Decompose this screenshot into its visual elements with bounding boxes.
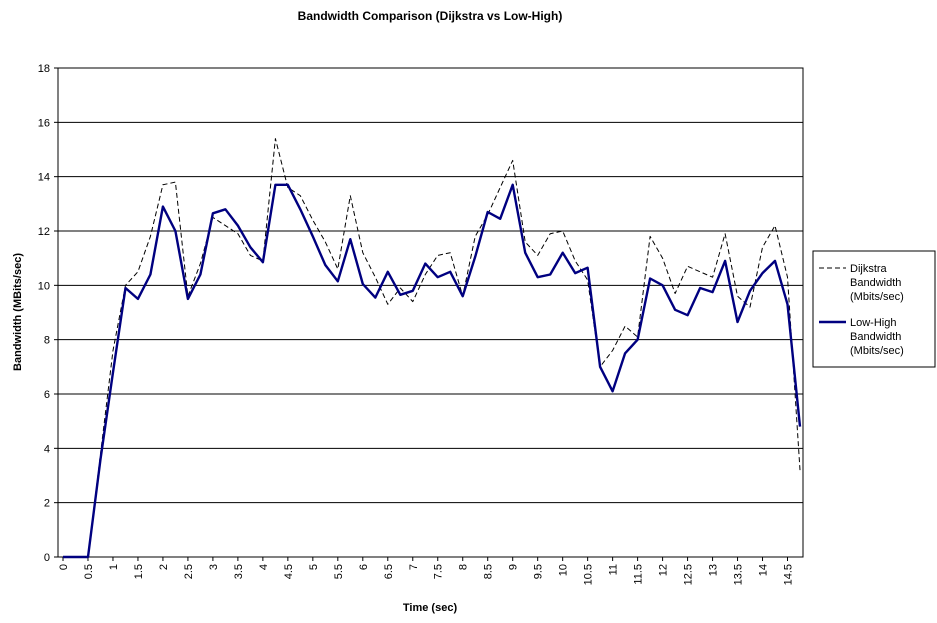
x-tick-label: 12 <box>658 564 670 576</box>
legend-box <box>812 250 936 368</box>
plot-area <box>57 67 804 558</box>
x-tick-label: 11.5 <box>633 564 645 585</box>
x-tick-label: 13 <box>708 564 720 576</box>
x-axis-ticks: 0 0.5 1 1.5 2 2.5 3 3.5 4 4.5 5 5.5 6 6.5 7 7.5 8 8.5 9 9.5… <box>58 557 795 585</box>
x-tick-label: 14.5 <box>783 564 795 585</box>
x-tick-label: 7.5 <box>433 564 445 579</box>
y-tick-label: 10 <box>38 280 50 292</box>
y-axis-title: Bandwidth (MBits/sec) <box>12 253 24 371</box>
y-tick-label: 16 <box>38 117 50 129</box>
y-tick-label: 6 <box>44 389 50 401</box>
chart-title: Bandwidth Comparison (Dijkstra vs Low-Hi… <box>298 9 563 23</box>
x-tick-label: 7 <box>408 564 420 570</box>
x-tick-label: 0.5 <box>83 564 95 579</box>
x-tick-label: 13.5 <box>733 564 745 585</box>
x-tick-label: 12.5 <box>683 564 695 585</box>
y-tick-label: 14 <box>38 172 50 184</box>
x-tick-label: 5 <box>308 564 320 570</box>
x-tick-label: 0 <box>58 564 70 570</box>
y-tick-label: 2 <box>44 498 50 510</box>
x-tick-label: 6 <box>358 564 370 570</box>
x-tick-label: 6.5 <box>383 564 395 579</box>
x-tick-label: 3 <box>208 564 220 570</box>
x-tick-label: 2 <box>158 564 170 570</box>
y-axis-ticks: 0 2 4 6 8 10 12 14 16 18 <box>38 63 58 564</box>
x-tick-label: 10.5 <box>583 564 595 585</box>
legend-label: Dijkstra <box>850 263 888 275</box>
x-tick-label: 3.5 <box>233 564 245 579</box>
series-layer <box>63 138 802 559</box>
legend-label: Bandwidth <box>850 277 901 289</box>
legend-label: Bandwidth <box>850 331 901 343</box>
legend-label: Low-High <box>850 317 896 329</box>
x-tick-label: 4.5 <box>283 564 295 579</box>
x-axis-title: Time (sec) <box>403 602 458 614</box>
x-tick-label: 5.5 <box>333 564 345 579</box>
y-tick-label: 12 <box>38 226 50 238</box>
legend: Dijkstra Bandwidth (Mbits/sec) Low-High Band… <box>812 250 936 368</box>
low-high-series-line <box>63 183 802 559</box>
dijkstra-series-line <box>63 138 801 558</box>
x-tick-label: 8 <box>458 564 470 570</box>
y-tick-label: 18 <box>38 63 50 75</box>
grid-lines <box>58 67 803 558</box>
x-tick-label: 4 <box>258 564 270 570</box>
x-tick-label: 9 <box>508 564 520 570</box>
x-tick-label: 8.5 <box>483 564 495 579</box>
x-tick-label: 9.5 <box>533 564 545 579</box>
x-tick-label: 10 <box>558 564 570 576</box>
y-tick-label: 4 <box>44 443 50 455</box>
x-tick-label: 14 <box>758 564 770 576</box>
legend-label: (Mbits/sec) <box>850 345 904 357</box>
y-tick-label: 8 <box>44 335 50 347</box>
y-tick-label: 0 <box>44 552 50 564</box>
x-tick-label: 11 <box>608 564 620 575</box>
x-tick-label: 2.5 <box>183 564 195 579</box>
x-tick-label: 1 <box>108 564 120 570</box>
x-tick-label: 1.5 <box>133 564 145 579</box>
legend-label: (Mbits/sec) <box>850 291 904 303</box>
